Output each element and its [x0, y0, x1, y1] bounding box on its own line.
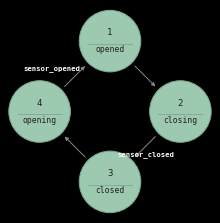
- Text: opened: opened: [95, 45, 125, 54]
- Circle shape: [79, 10, 141, 72]
- Text: opening: opening: [22, 116, 57, 125]
- Circle shape: [9, 81, 70, 142]
- Text: closed: closed: [95, 186, 125, 195]
- Circle shape: [79, 151, 141, 213]
- Text: closing: closing: [163, 116, 198, 125]
- Text: 1: 1: [107, 28, 113, 37]
- Text: 3: 3: [107, 169, 113, 178]
- Circle shape: [150, 81, 211, 142]
- Text: sensor_opened: sensor_opened: [23, 65, 80, 72]
- Text: 2: 2: [178, 99, 183, 108]
- Text: 4: 4: [37, 99, 42, 108]
- Text: sensor_closed: sensor_closed: [118, 151, 175, 158]
